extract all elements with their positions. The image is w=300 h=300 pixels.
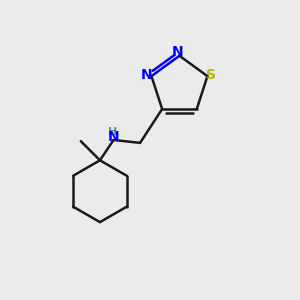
Text: S: S	[206, 68, 216, 82]
Text: N: N	[141, 68, 153, 82]
Text: N: N	[108, 130, 119, 144]
Text: N: N	[172, 45, 184, 59]
Text: H: H	[108, 127, 117, 137]
